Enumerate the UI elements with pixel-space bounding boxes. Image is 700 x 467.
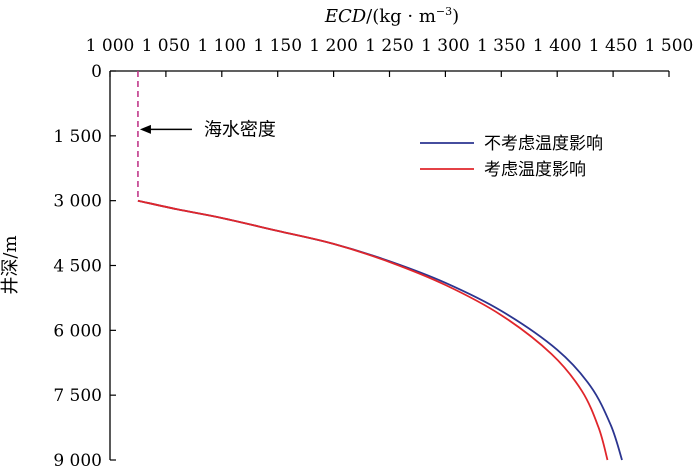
legend-label-2: 考虑温度影响 [484, 160, 586, 180]
x-tick-label: 1 250 [365, 36, 414, 56]
annotation-arrow-head [139, 124, 151, 134]
x-axis-title: ECD/(kg · m−3) [324, 5, 459, 27]
series-line-1 [137, 199, 623, 461]
x-tick-label: 1 350 [477, 36, 526, 56]
x-tick-label: 1 400 [533, 36, 582, 56]
x-axis-title-close: ) [452, 6, 459, 27]
annotation-label: 海水密度 [204, 119, 276, 140]
y-tick-label: 4 500 [53, 257, 102, 277]
x-axis-title-main: ECD [324, 6, 367, 27]
series-line-2 [137, 199, 609, 461]
x-tick-label: 1 000 [86, 36, 135, 56]
y-tick-label: 6 000 [53, 321, 102, 341]
x-tick-label: 1 300 [421, 36, 470, 56]
y-tick-label: 0 [91, 62, 102, 82]
x-tick-label: 1 150 [253, 36, 302, 56]
y-tick-label: 9 000 [53, 451, 102, 467]
x-tick-label: 1 200 [309, 36, 358, 56]
y-tick-label: 1 500 [53, 127, 102, 147]
y-tick-label: 3 000 [53, 192, 102, 212]
x-tick-label: 1 100 [197, 36, 246, 56]
y-tick-label: 7 500 [53, 386, 102, 406]
plot-area: 1 000 1 050 1 100 1 150 1 200 1 250 1 300 1 350… [53, 36, 693, 467]
x-tick-label: 1 500 [645, 36, 694, 56]
x-axis-title-sup: −3 [436, 5, 452, 18]
x-tick-label: 1 050 [142, 36, 191, 56]
x-tick-label: 1 450 [589, 36, 638, 56]
legend-label-1: 不考虑温度影响 [484, 134, 603, 154]
y-axis-title: 井深/m [0, 235, 21, 294]
x-axis-title-unit: /(kg · m [366, 6, 436, 27]
